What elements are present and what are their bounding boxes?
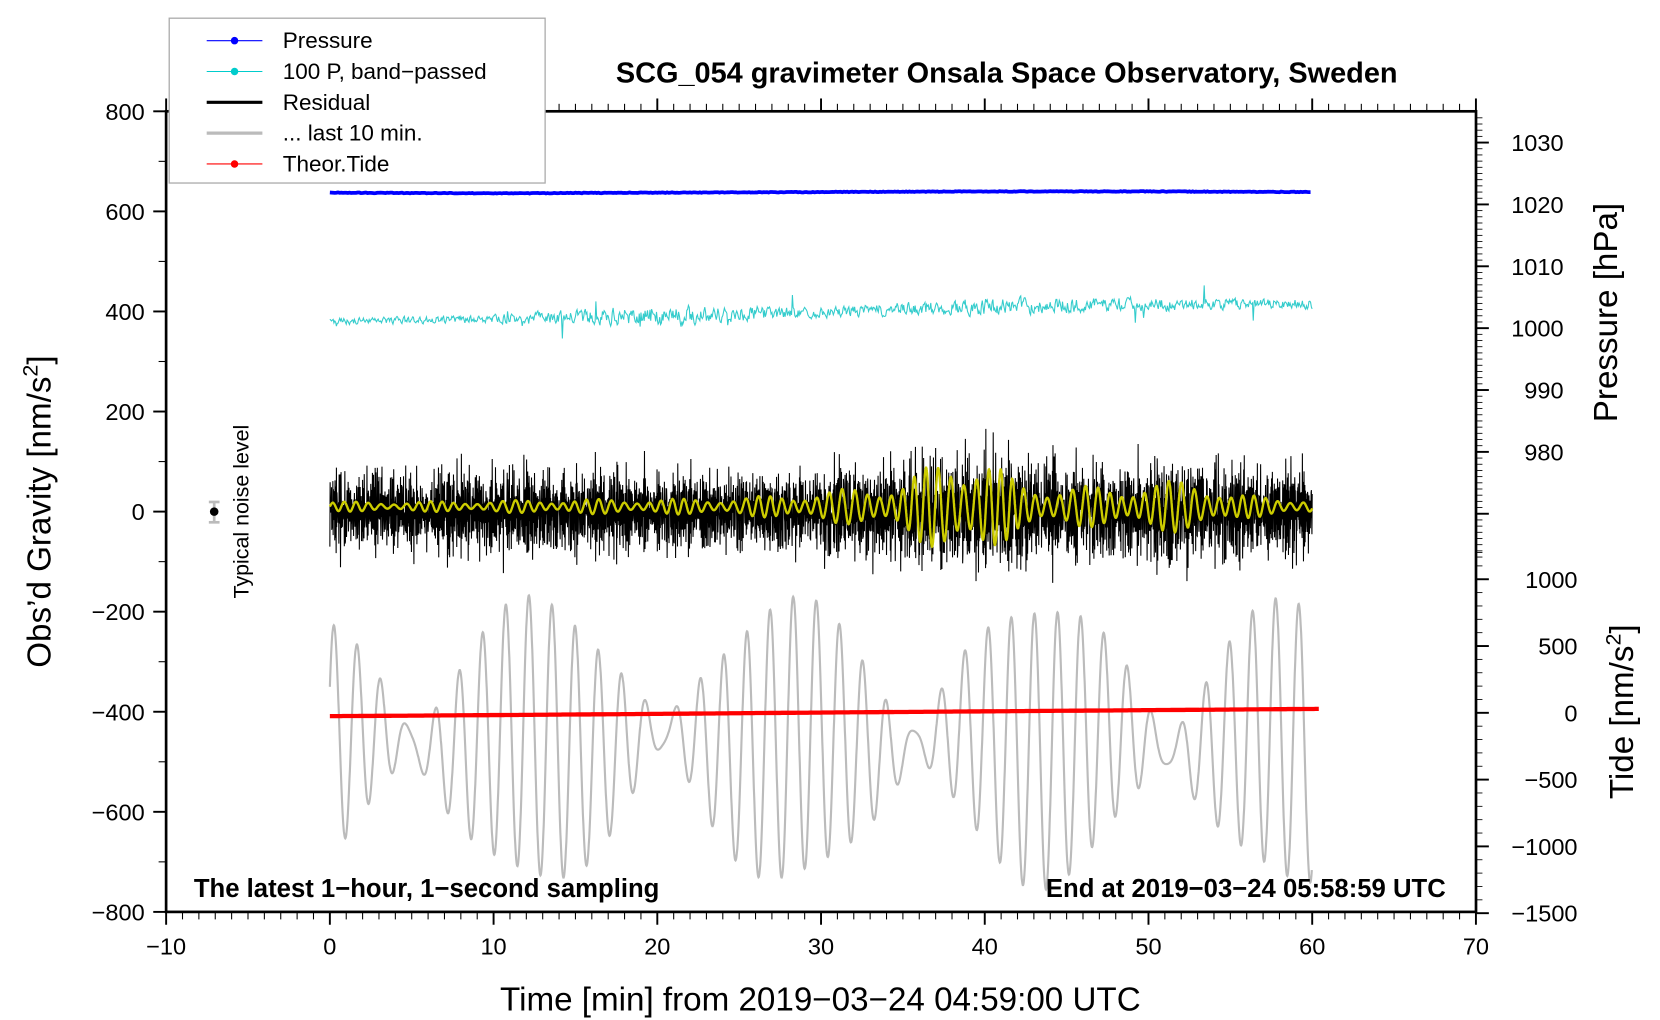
y-left-tick-label: −400 — [92, 699, 145, 725]
y-pressure-tick-label: 980 — [1524, 439, 1563, 465]
y-left-tick-label: −600 — [92, 799, 145, 825]
y-left-title-main: Obs’d Gravity [nm/s — [21, 377, 58, 668]
series-pressure-bandpassed — [329, 285, 1313, 339]
y-pressure-tick-label: 1030 — [1511, 130, 1563, 156]
legend-label: Theor.Tide — [283, 151, 390, 176]
legend-label: ... last 10 min. — [283, 121, 423, 146]
series-layer — [328, 189, 1319, 892]
y-left-tick-label: −800 — [92, 899, 145, 925]
legend-label: 100 P, band−passed — [283, 59, 487, 84]
y-tide-title-main: Tide [nm/s — [1604, 646, 1641, 800]
noise-level-dot — [209, 507, 219, 516]
y-pressure-tick-label: 1010 — [1511, 254, 1563, 280]
x-tick-label: 10 — [480, 934, 506, 960]
y-tide-tick-label: 0 — [1564, 700, 1577, 726]
series-residual — [329, 428, 1313, 583]
x-axis-title: Time [min] from 2019−03−24 04:59:00 UTC — [500, 981, 1141, 1018]
y-axis-pressure-title: Pressure [hPa] — [1588, 203, 1625, 422]
series-pressure — [329, 189, 1311, 196]
y-left-tick-label: 800 — [105, 99, 144, 125]
y-left-tick-label: 0 — [132, 499, 145, 525]
legend-dot — [230, 36, 239, 45]
y-tide-tick-label: 500 — [1538, 634, 1577, 660]
annotation-end-time: End at 2019−03−24 05:58:59 UTC — [1046, 875, 1446, 903]
y-tide-tick-label: 1000 — [1525, 567, 1577, 593]
x-tick-label: 0 — [323, 934, 336, 960]
series-last-10-min — [328, 593, 1313, 892]
series-residual-lowpass — [328, 466, 1314, 549]
chart-title: SCG_054 gravimeter Onsala Space Observat… — [616, 57, 1398, 89]
y-axis-left-title: Obs’d Gravity [nm/s2] — [18, 355, 58, 667]
legend-label: Pressure — [283, 28, 373, 53]
noise-level-label: Typical noise level — [229, 425, 253, 599]
legend-dot — [230, 67, 239, 76]
y-tide-tick-label: −500 — [1524, 767, 1577, 793]
y-left-title-sup: 2 — [18, 365, 42, 377]
y-pressure-tick-label: 990 — [1524, 378, 1563, 404]
x-tick-label: 60 — [1299, 934, 1325, 960]
y-tide-title-sup: 2 — [1601, 634, 1625, 646]
legend-dot — [230, 160, 239, 168]
x-tick-label: 30 — [808, 934, 834, 960]
annotation-sampling: The latest 1−hour, 1−second sampling — [194, 875, 660, 903]
legend: Pressure 100 P, band−passed Residual ... la… — [168, 17, 546, 184]
legend-box — [168, 17, 546, 184]
y-axis-tide-title: Tide [nm/s2] — [1601, 624, 1641, 799]
series-theoretical-tide — [329, 706, 1319, 719]
y-left-tick-label: 600 — [105, 199, 144, 225]
x-tick-label: −10 — [146, 934, 186, 960]
y-tide-title-end: ] — [1604, 624, 1641, 633]
x-tick-label: 20 — [644, 934, 670, 960]
x-tick-label: 70 — [1463, 934, 1489, 960]
y-left-tick-label: 200 — [105, 399, 144, 425]
x-tick-label: 50 — [1135, 934, 1161, 960]
y-pressure-tick-label: 1020 — [1511, 192, 1563, 218]
legend-label: Residual — [283, 90, 370, 115]
noise-level-marker — [208, 500, 220, 524]
axes-layer: −10 0 10 20 30 40 50 60 708006004002000−200−400−… — [92, 98, 1578, 960]
y-tide-tick-label: −1500 — [1511, 901, 1577, 927]
y-left-title-end: ] — [21, 355, 58, 364]
y-left-tick-label: 400 — [105, 299, 144, 325]
y-left-tick-label: −200 — [92, 599, 145, 625]
x-tick-label: 40 — [972, 934, 998, 960]
y-pressure-tick-label: 1000 — [1511, 316, 1563, 342]
y-tide-tick-label: −1000 — [1511, 834, 1577, 860]
